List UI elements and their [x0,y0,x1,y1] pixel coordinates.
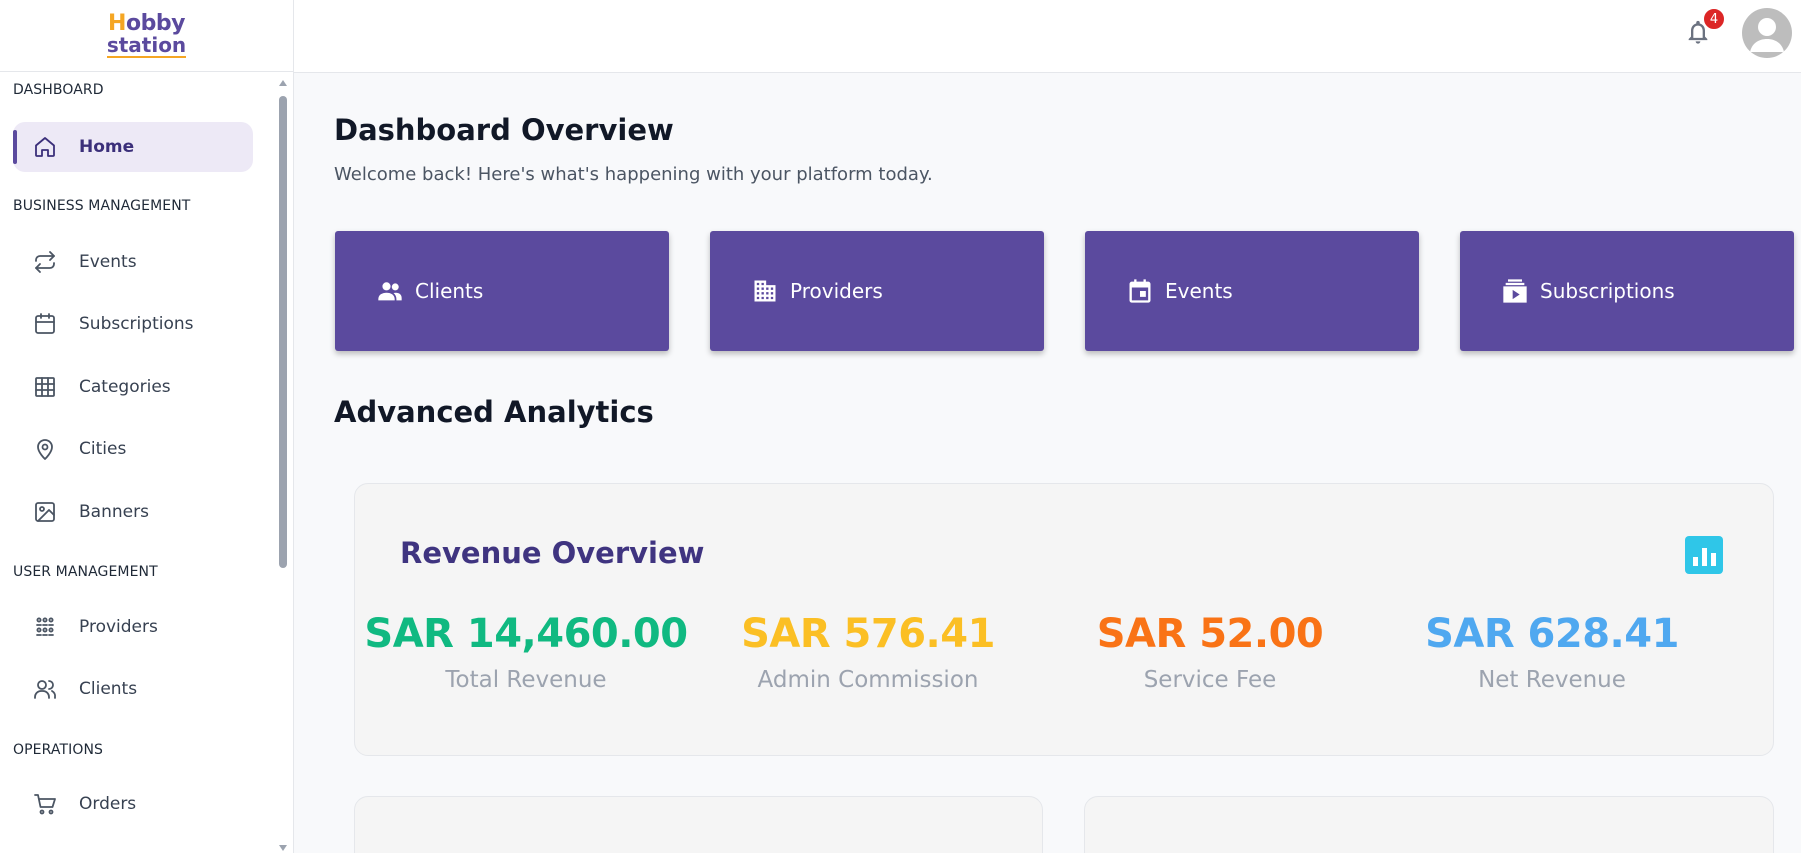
bottom-card-left [354,796,1043,853]
sidebar-item-label: Providers [79,617,158,637]
metric-admin-commission: SAR 576.41 Admin Commission [697,611,1039,693]
sidebar-item-clients[interactable]: Clients [13,664,253,714]
section-title-user: USER MANAGEMENT [13,564,158,580]
sidebar-item-cities[interactable]: Cities [13,424,253,474]
scroll-thumb[interactable] [279,96,287,568]
notification-badge: 4 [1702,7,1726,31]
logo-word-1: obby [125,11,185,36]
home-icon [33,135,57,159]
metric-value: SAR 576.41 [741,611,995,657]
sidebar-item-providers[interactable]: Providers [13,602,253,652]
repeat-icon [33,250,57,274]
sidebar-scrollbar[interactable] [276,78,290,853]
metric-total-revenue: SAR 14,460.00 Total Revenue [355,611,697,693]
section-title-business: BUSINESS MANAGEMENT [13,198,191,214]
metric-value: SAR 52.00 [1096,611,1324,657]
page-subtitle: Welcome back! Here's what's happening wi… [334,164,933,185]
calendar-icon [33,312,57,336]
metric-label: Admin Commission [757,667,979,693]
sidebar-nav: DASHBOARD Home BUSINESS MANAGEMENT Event… [0,72,276,853]
sidebar-item-home[interactable]: Home [13,122,253,172]
logo-area: Hobby station [0,0,293,72]
sidebar-item-label: Orders [79,794,137,814]
stat-card-label: Providers [790,279,883,303]
metric-value: SAR 628.41 [1425,611,1679,657]
sidebar-item-label: Clients [79,679,138,699]
metric-net-revenue: SAR 628.41 Net Revenue [1381,611,1723,693]
metric-label: Service Fee [1143,667,1277,693]
group-icon [33,615,57,639]
top-bar: 4 [294,0,1801,73]
cart-icon [33,792,57,816]
sidebar-item-orders[interactable]: Orders [13,779,253,829]
main-content: Dashboard Overview Welcome back! Here's … [294,73,1801,853]
users-icon [33,677,57,701]
sidebar-item-label: Cities [79,439,127,459]
scroll-down-arrow-icon[interactable] [279,845,287,851]
sidebar: Hobby station DASHBOARD Home BUSINESS MA… [0,0,294,853]
sidebar-item-banners[interactable]: Banners [13,487,253,537]
revenue-overview-card: Revenue Overview SAR 14,460.00 Total Rev… [354,483,1774,756]
stat-card-label: Clients [415,279,484,303]
logo[interactable]: Hobby station [106,11,187,58]
page-title: Dashboard Overview [334,113,674,147]
sidebar-item-events[interactable]: Events [13,237,253,287]
notification-bell-icon[interactable] [1684,18,1716,50]
sidebar-item-label: Events [79,252,137,272]
building-icon [750,276,780,306]
advanced-analytics-title: Advanced Analytics [334,395,654,429]
sidebar-item-label: Home [79,137,135,157]
stat-card-label: Events [1165,279,1233,303]
stat-card-label: Subscriptions [1540,279,1675,303]
section-title-operations: OPERATIONS [13,742,104,758]
grid-icon [33,375,57,399]
stat-card-clients[interactable]: Clients [335,231,669,351]
map-pin-icon [33,437,57,461]
sidebar-item-label: Banners [79,502,149,522]
sidebar-item-label: Categories [79,377,171,397]
sidebar-item-subscriptions[interactable]: Subscriptions [13,299,253,349]
stat-card-events[interactable]: Events [1085,231,1419,351]
logo-initial: H [108,11,126,36]
metric-value: SAR 14,460.00 [364,611,688,657]
revenue-overview-title: Revenue Overview [400,536,705,570]
bar-chart-icon [1685,536,1723,574]
metric-label: Total Revenue [445,667,607,693]
scroll-up-arrow-icon[interactable] [279,80,287,86]
bottom-card-right [1084,796,1774,853]
subscriptions-icon [1500,276,1530,306]
user-avatar[interactable] [1742,8,1792,58]
user-icon [1750,18,1784,52]
sidebar-item-categories[interactable]: Categories [13,362,253,412]
people-icon [375,276,405,306]
stat-card-providers[interactable]: Providers [710,231,1044,351]
logo-word-2: station [106,33,187,58]
stat-card-subscriptions[interactable]: Subscriptions [1460,231,1794,351]
sidebar-item-label: Subscriptions [79,314,194,334]
event-icon [1125,276,1155,306]
image-icon [33,500,57,524]
metric-label: Net Revenue [1478,667,1626,693]
section-title-dashboard: DASHBOARD [13,82,104,98]
metric-service-fee: SAR 52.00 Service Fee [1039,611,1381,693]
